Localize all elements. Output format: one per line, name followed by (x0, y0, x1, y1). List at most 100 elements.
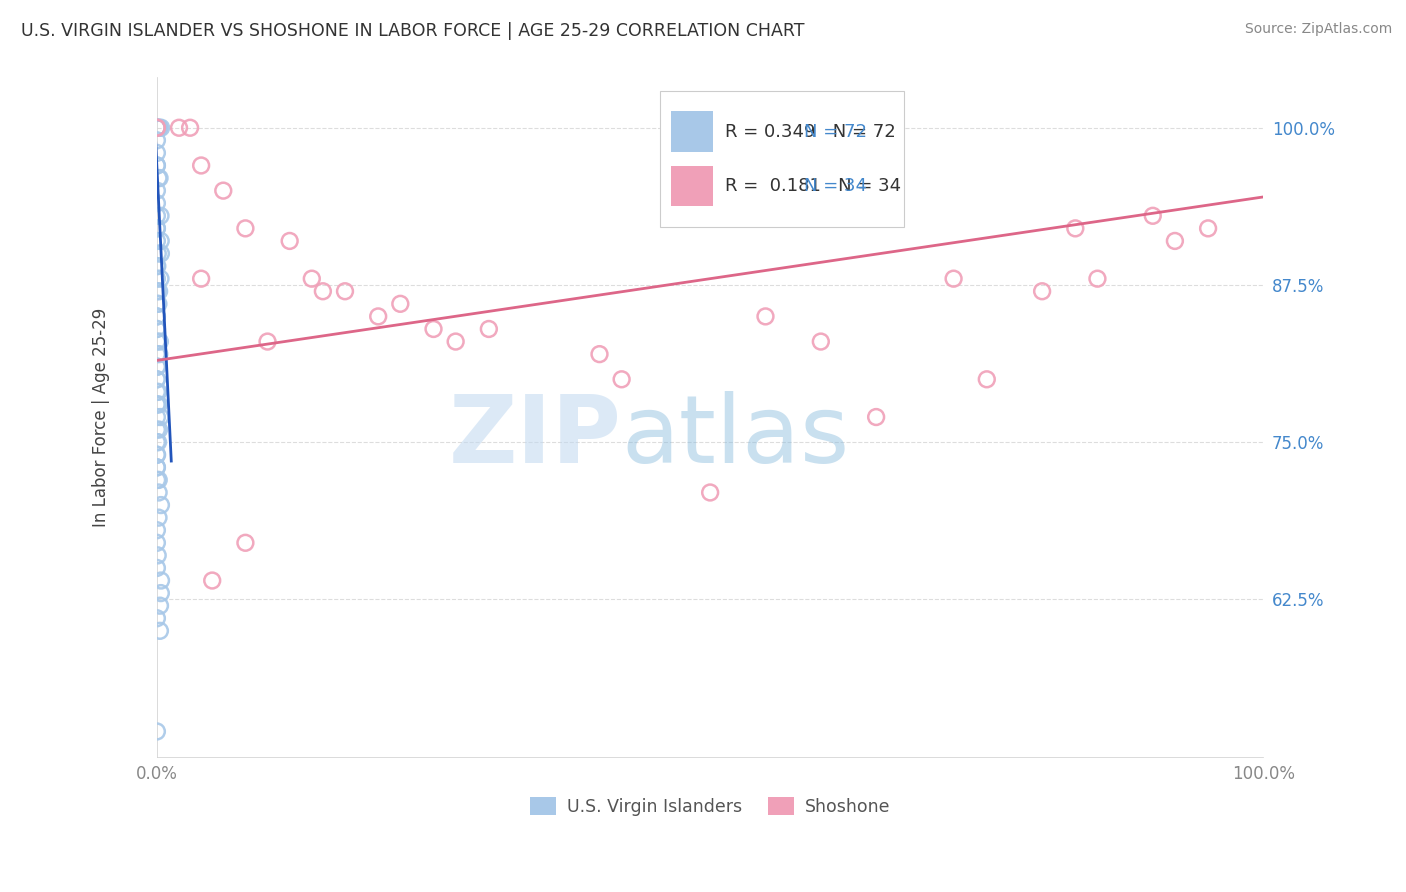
Point (146, 184, 169, 198)
Point (148, 510, 170, 524)
Point (148, 171, 170, 186)
Point (146, 196, 169, 211)
Point (422, 322, 444, 336)
Point (190, 159, 212, 173)
Text: Source: ZipAtlas.com: Source: ZipAtlas.com (1244, 22, 1392, 37)
Point (1142, 209, 1164, 223)
Point (146, 259, 169, 273)
Point (976, 372, 998, 386)
Point (146, 322, 169, 336)
Text: R =  0.181   N = 34: R = 0.181 N = 34 (724, 178, 901, 195)
Point (146, 359, 169, 374)
Legend: U.S. Virgin Islanders, Shoshone: U.S. Virgin Islanders, Shoshone (523, 790, 897, 822)
Bar (672, 166, 713, 206)
Point (146, 460, 169, 475)
Point (190, 271, 212, 285)
Point (148, 120, 170, 135)
Point (146, 359, 169, 374)
Text: ZIP: ZIP (449, 392, 621, 483)
Text: N = 72: N = 72 (804, 123, 868, 141)
Point (810, 334, 832, 349)
Point (865, 410, 887, 425)
Point (146, 347, 169, 361)
Point (149, 234, 172, 248)
Point (146, 259, 169, 273)
Point (146, 561, 169, 575)
Point (278, 234, 301, 248)
Point (146, 384, 169, 399)
Point (146, 271, 169, 285)
Point (146, 435, 169, 450)
Point (148, 297, 170, 311)
Point (235, 536, 257, 550)
Point (146, 372, 169, 386)
Point (146, 435, 169, 450)
Point (146, 410, 169, 425)
Point (149, 599, 172, 613)
Point (146, 221, 169, 235)
Point (146, 724, 169, 739)
Point (942, 271, 965, 285)
Point (146, 120, 169, 135)
Point (149, 498, 172, 512)
Point (148, 397, 170, 411)
Point (149, 246, 172, 260)
Point (146, 549, 169, 563)
Bar (672, 112, 713, 153)
Point (148, 171, 170, 186)
Point (367, 310, 389, 324)
Point (1031, 285, 1053, 299)
Point (146, 133, 169, 147)
Point (146, 536, 169, 550)
Point (146, 159, 169, 173)
Point (148, 485, 170, 500)
Point (478, 322, 501, 336)
Point (149, 410, 172, 425)
Point (150, 120, 173, 135)
Point (148, 384, 170, 399)
Point (146, 285, 169, 299)
Point (146, 310, 169, 324)
Point (148, 285, 170, 299)
Text: U.S. VIRGIN ISLANDER VS SHOSHONE IN LABOR FORCE | AGE 25-29 CORRELATION CHART: U.S. VIRGIN ISLANDER VS SHOSHONE IN LABO… (21, 22, 804, 40)
Point (148, 423, 170, 437)
Point (146, 221, 169, 235)
Y-axis label: In Labor Force | Age 25-29: In Labor Force | Age 25-29 (93, 308, 110, 526)
Point (149, 271, 172, 285)
Point (1197, 221, 1219, 235)
Point (146, 322, 169, 336)
Point (146, 234, 169, 248)
Point (146, 523, 169, 537)
Point (146, 460, 169, 475)
Point (146, 145, 169, 160)
Text: atlas: atlas (621, 392, 849, 483)
Point (179, 120, 201, 135)
Point (146, 120, 169, 135)
Point (146, 120, 169, 135)
Point (301, 271, 323, 285)
Point (146, 297, 169, 311)
FancyBboxPatch shape (661, 91, 904, 227)
Point (256, 334, 278, 349)
Point (588, 347, 610, 361)
Point (149, 624, 172, 638)
Point (148, 347, 170, 361)
Point (146, 448, 169, 462)
Point (312, 285, 335, 299)
Point (146, 397, 169, 411)
Point (146, 209, 169, 223)
Point (146, 448, 169, 462)
Point (333, 285, 356, 299)
Point (146, 397, 169, 411)
Point (610, 372, 633, 386)
Point (1164, 234, 1187, 248)
Point (146, 372, 169, 386)
Point (754, 310, 776, 324)
Point (148, 120, 170, 135)
Point (201, 574, 224, 588)
Point (389, 297, 412, 311)
Point (149, 586, 172, 600)
Point (146, 334, 169, 349)
Point (146, 611, 169, 625)
Point (149, 334, 172, 349)
